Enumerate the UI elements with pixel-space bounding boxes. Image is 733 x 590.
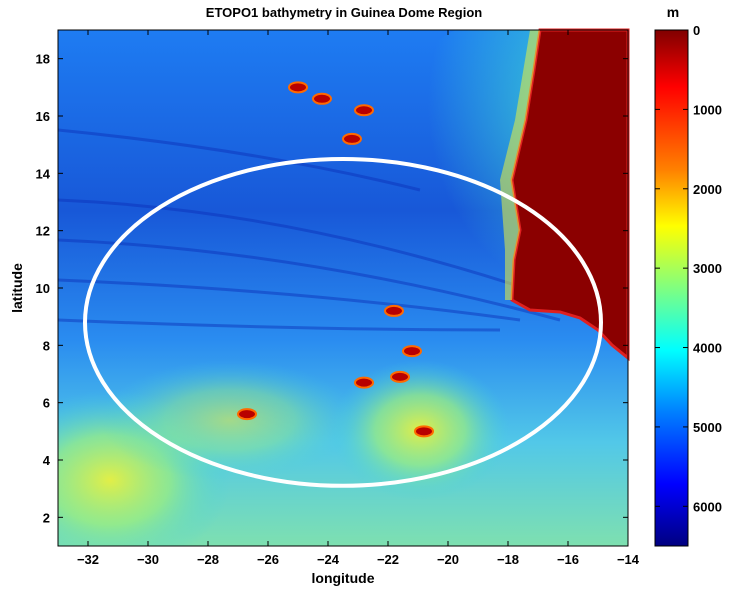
y-tick-label: 12 [36,224,50,239]
x-axis: −32 −30 −28 −26 −24 −22 −20 −18 −16 −14 [77,30,640,567]
y-axis: 2 4 6 8 10 12 14 16 18 [36,52,628,525]
y-tick-label: 14 [36,166,51,181]
colorbar-tick-label: 6000 [693,499,722,514]
x-tick-label: −20 [437,552,459,567]
seamount-mark [384,304,404,317]
colorbar-tick-label: 0 [693,23,700,38]
colorbar-tick-label: 4000 [693,341,722,356]
seamount-mark [288,81,308,94]
colorbar-gradient [654,29,689,547]
seamount-mark [354,376,374,389]
y-tick-label: 18 [36,52,50,67]
seamount-mark [402,345,422,358]
x-tick-label: −30 [137,552,159,567]
y-tick-label: 2 [43,510,50,525]
y-tick-label: 10 [36,281,50,296]
colorbar-tick-label: 5000 [693,420,722,435]
x-tick-label: −32 [77,552,99,567]
colorbar-tick-label: 2000 [693,182,722,197]
colorbar-unit: m [667,4,679,20]
seamount-mark [414,425,434,438]
seamounts-layer [237,81,434,438]
colorbar: m 0 1000 2000 3000 4000 5000 6000 [654,4,722,547]
colorbar-ticks: 0 1000 2000 3000 4000 5000 6000 [655,23,722,514]
seamount-mark [390,370,410,383]
x-axis-label: longitude [312,570,375,586]
seamount-mark [342,132,362,145]
seamount-mark [354,104,374,117]
colorbar-tick-label: 1000 [693,102,722,117]
chart-title: ETOPO1 bathymetry in Guinea Dome Region [206,5,482,20]
y-tick-label: 8 [43,338,50,353]
x-tick-label: −16 [557,552,579,567]
y-tick-label: 4 [43,453,51,468]
x-tick-label: −18 [497,552,519,567]
y-tick-label: 6 [43,396,50,411]
y-axis-label: latitude [9,263,25,313]
seamount-mark [312,92,332,105]
highlight-ellipse [83,157,603,488]
colorbar-tick-label: 3000 [693,261,722,276]
x-tick-label: −24 [317,552,340,567]
seamount-mark [237,408,257,421]
coastal-shelf [500,30,540,300]
x-tick-label: −22 [377,552,399,567]
x-tick-label: −14 [617,552,640,567]
x-tick-label: −28 [197,552,219,567]
y-tick-label: 16 [36,109,50,124]
x-tick-label: −26 [257,552,279,567]
